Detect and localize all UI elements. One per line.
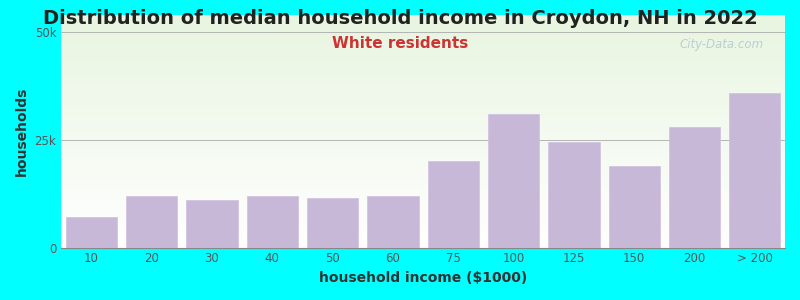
Bar (730, 92, 781, 247)
Bar (246, 196, 298, 248)
Bar (609, 166, 660, 248)
Bar (126, 196, 178, 248)
Text: City-Data.com: City-Data.com (679, 38, 763, 51)
Bar (548, 142, 599, 248)
Bar (428, 161, 479, 248)
Bar (367, 196, 418, 248)
Bar (307, 198, 358, 247)
Bar (66, 218, 117, 248)
Bar (669, 127, 720, 248)
Bar (488, 114, 539, 247)
Bar (186, 200, 238, 248)
Y-axis label: households: households (15, 87, 29, 176)
X-axis label: household income ($1000): household income ($1000) (319, 271, 527, 285)
Text: White residents: White residents (332, 36, 468, 51)
Text: Distribution of median household income in Croydon, NH in 2022: Distribution of median household income … (42, 9, 758, 28)
